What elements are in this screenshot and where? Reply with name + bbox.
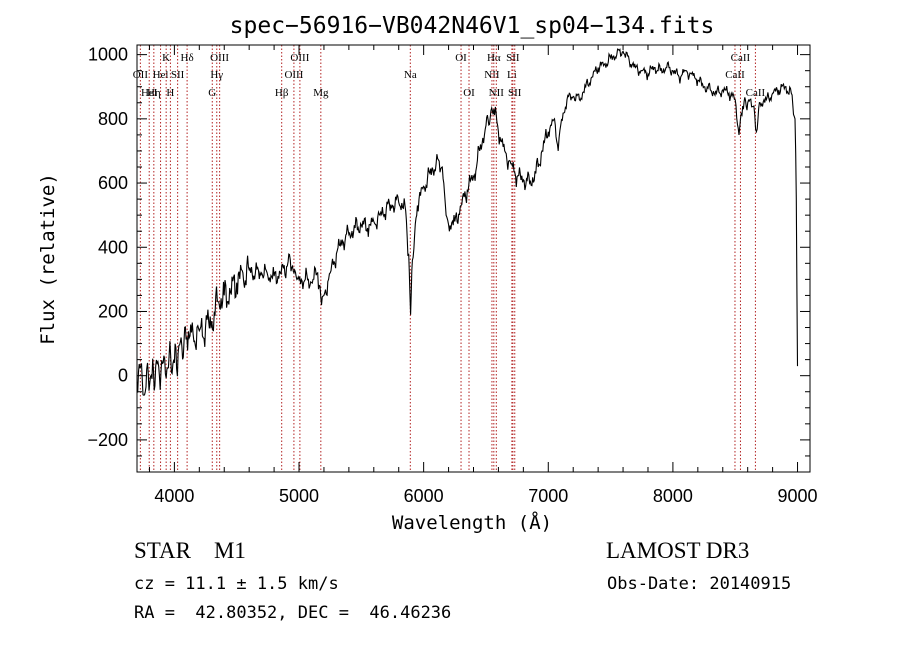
y-tick-label: −200 (87, 430, 128, 450)
spectral-line-label: Na (404, 69, 417, 81)
x-tick-label: 6000 (404, 486, 444, 506)
y-tick-label: 800 (98, 109, 128, 129)
spectral-line-label: Hγ (210, 69, 223, 81)
spectral-line-label: CaII (725, 69, 745, 81)
y-tick-label: 600 (98, 173, 128, 193)
spectral-line-label: H (166, 87, 174, 99)
spectral-line-label: OI (455, 52, 467, 64)
observation-date: Obs-Date: 20140915 (607, 574, 792, 594)
survey-name: LAMOST DR3 (606, 538, 750, 563)
spectral-line-label: CaII (731, 52, 751, 64)
spectral-line-label: SII (171, 69, 185, 81)
flux-line (136, 48, 799, 396)
spectral-line-label: SII (508, 87, 522, 99)
spectral-line-label: Hη (147, 87, 161, 99)
flux-series (136, 48, 799, 396)
chart-title: spec−56916−VB042N46V1_sp04−134.fits (230, 13, 715, 39)
y-tick-label: 200 (98, 301, 128, 321)
spectral-line-label: Hδ (181, 52, 194, 64)
plot-frame (136, 44, 811, 473)
x-tick-label: 7000 (528, 486, 568, 506)
spectral-line-label: SII (506, 52, 520, 64)
star-classification: STAR M1 (134, 538, 246, 563)
spectral-line-label: CaII (746, 87, 766, 99)
y-axis-ticks: −200 0 200 400 600 800 1000 (87, 45, 810, 473)
spectral-line-label: Hα (487, 52, 501, 64)
spectral-line-label: G (208, 87, 216, 99)
x-tick-label: 5000 (279, 486, 319, 506)
spectral-line-label: Hβ (275, 87, 289, 99)
x-tick-label: 9000 (778, 486, 818, 506)
spectral-line-label: OI (463, 87, 475, 99)
spectral-line-label: Mg (313, 87, 329, 99)
spectral-line-label: K (162, 52, 170, 64)
redshift-cz: cz = 11.1 ± 1.5 km/s (134, 574, 339, 594)
spectral-line-label: Hel (153, 69, 169, 81)
x-axis-ticks: 4000 5000 6000 7000 8000 9000 (148, 45, 818, 506)
spectral-line-label: OIII (284, 69, 303, 81)
spectral-line-label: NII (484, 69, 500, 81)
spectral-line-label: OIII (290, 52, 309, 64)
y-tick-label: 0 (118, 366, 128, 386)
y-tick-label: 1000 (88, 45, 128, 65)
x-tick-label: 4000 (154, 486, 194, 506)
y-axis-label: Flux (relative) (37, 173, 59, 345)
spectral-line-label: HeI (141, 87, 158, 99)
spectral-line-markers: OIIHeIHηHelKHSIIHδGHγOIIIHβOIIIOIIIMgNaO… (133, 45, 766, 472)
spectral-line-label: Li (507, 69, 517, 81)
spectral-line-label: NII (489, 87, 505, 99)
x-tick-label: 8000 (653, 486, 693, 506)
x-axis-label: Wavelength (Å) (392, 511, 552, 534)
y-tick-label: 400 (98, 237, 128, 257)
spectral-line-label: OIII (210, 52, 229, 64)
ra-dec-coordinates: RA = 42.80352, DEC = 46.46236 (134, 603, 452, 623)
